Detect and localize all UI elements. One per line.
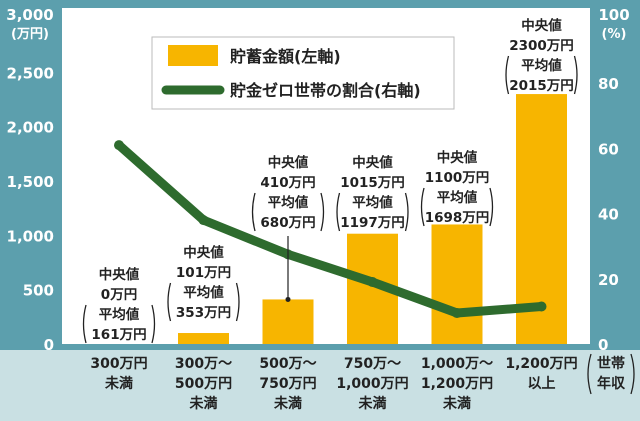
annotation-line: 平均値 (99, 306, 140, 323)
line-point (367, 277, 378, 288)
annotation-line: 中央値 (183, 244, 224, 261)
annotation-line: 平均値 (352, 194, 393, 211)
x-axis-paren-right (630, 353, 635, 395)
annotation-line: 中央値 (352, 154, 393, 171)
x-axis-paren-left (587, 353, 592, 395)
category-label: 750万～ (344, 356, 401, 372)
category-label: 1,200万円 (505, 356, 577, 372)
annotation-line: 680万円 (260, 215, 315, 231)
paren-left (82, 304, 87, 344)
annotation-line: 平均値 (183, 284, 224, 301)
category-label: 未満 (359, 395, 387, 412)
x-axis-label: 年収 (597, 375, 626, 392)
line-point (198, 215, 209, 226)
left-tick-label: 1,500 (7, 173, 54, 191)
annotation-line: 2015万円 (509, 78, 574, 94)
paren-right (320, 192, 325, 232)
annotation-line: 中央値 (268, 154, 309, 171)
annotation-line: 1015万円 (340, 175, 405, 191)
bar (431, 224, 483, 344)
annotation-line: 平均値 (521, 57, 562, 74)
category-label: 以上 (528, 376, 556, 392)
legend-label-line: 貯金ゼロ世帯の割合(右軸) (230, 81, 421, 100)
category-label: 500万～ (259, 356, 316, 372)
paren-left (251, 192, 256, 232)
left-axis-unit: (万円) (11, 27, 49, 42)
annotation-line: 0万円 (101, 287, 137, 303)
bar (262, 299, 314, 344)
category-label: 500万円 (175, 376, 232, 392)
legend-label-bar: 貯蓄金額(左軸) (230, 47, 341, 66)
annotation-line: 中央値 (437, 149, 478, 166)
category-label: 750万円 (259, 376, 316, 392)
line-point (114, 140, 124, 151)
paren-right (235, 282, 240, 322)
leader-dot (285, 296, 291, 302)
annotation-line: 1197万円 (340, 215, 405, 231)
category-label: 未満 (443, 395, 471, 412)
annotation-line: 中央値 (521, 17, 562, 34)
right-tick-label: 40 (598, 206, 619, 224)
paren-right (573, 55, 578, 95)
left-tick-label: 2,000 (7, 119, 54, 137)
left-tick-label: 500 (23, 282, 54, 300)
right-tick-label: 60 (598, 140, 619, 158)
category-label: 未満 (190, 395, 218, 412)
paren-right (489, 187, 494, 227)
category-label: 1,000万円 (336, 376, 408, 392)
bar (178, 333, 229, 344)
annotation-line: 161万円 (91, 327, 146, 343)
right-tick-label: 20 (598, 271, 619, 289)
paren-left (336, 192, 341, 232)
right-tick-label: 80 (598, 75, 619, 93)
category-label: 1,200万円 (421, 376, 493, 392)
category-label: 未満 (274, 395, 302, 412)
annotation-line: 101万円 (176, 265, 231, 281)
legend-swatch-bar (168, 45, 218, 66)
line-point (452, 308, 462, 319)
annotation-line: 平均値 (437, 189, 478, 206)
line-point (536, 301, 547, 312)
paren-right (151, 304, 156, 344)
left-tick-label: 1,000 (7, 227, 54, 245)
category-label: 300万～ (175, 356, 232, 372)
paren-left (167, 282, 172, 322)
annotation-line: 1698万円 (425, 210, 490, 226)
category-label: 1,000万～ (421, 356, 493, 372)
category-label: 300万円 (90, 356, 147, 372)
annotation-line: 中央値 (99, 266, 140, 283)
paren-right (404, 192, 409, 232)
right-axis-top-value: 100 (598, 6, 629, 24)
line-series (114, 140, 546, 318)
x-axis-label: 世帯 (597, 355, 625, 372)
annotation-line: 353万円 (176, 305, 231, 321)
annotation-line: 1100万円 (425, 170, 490, 186)
left-tick-label: 0 (44, 336, 54, 354)
paren-left (420, 187, 425, 227)
paren-left (505, 55, 510, 95)
annotation-line: 410万円 (260, 175, 315, 191)
category-label: 未満 (105, 375, 133, 392)
right-axis-unit: (%) (602, 27, 627, 42)
annotation-line: 平均値 (268, 194, 309, 211)
left-tick-label: 2,500 (7, 64, 54, 82)
annotation-line: 2300万円 (509, 38, 574, 54)
left-axis-top-value: 3,000 (6, 6, 53, 24)
right-tick-label: 0 (598, 336, 608, 354)
